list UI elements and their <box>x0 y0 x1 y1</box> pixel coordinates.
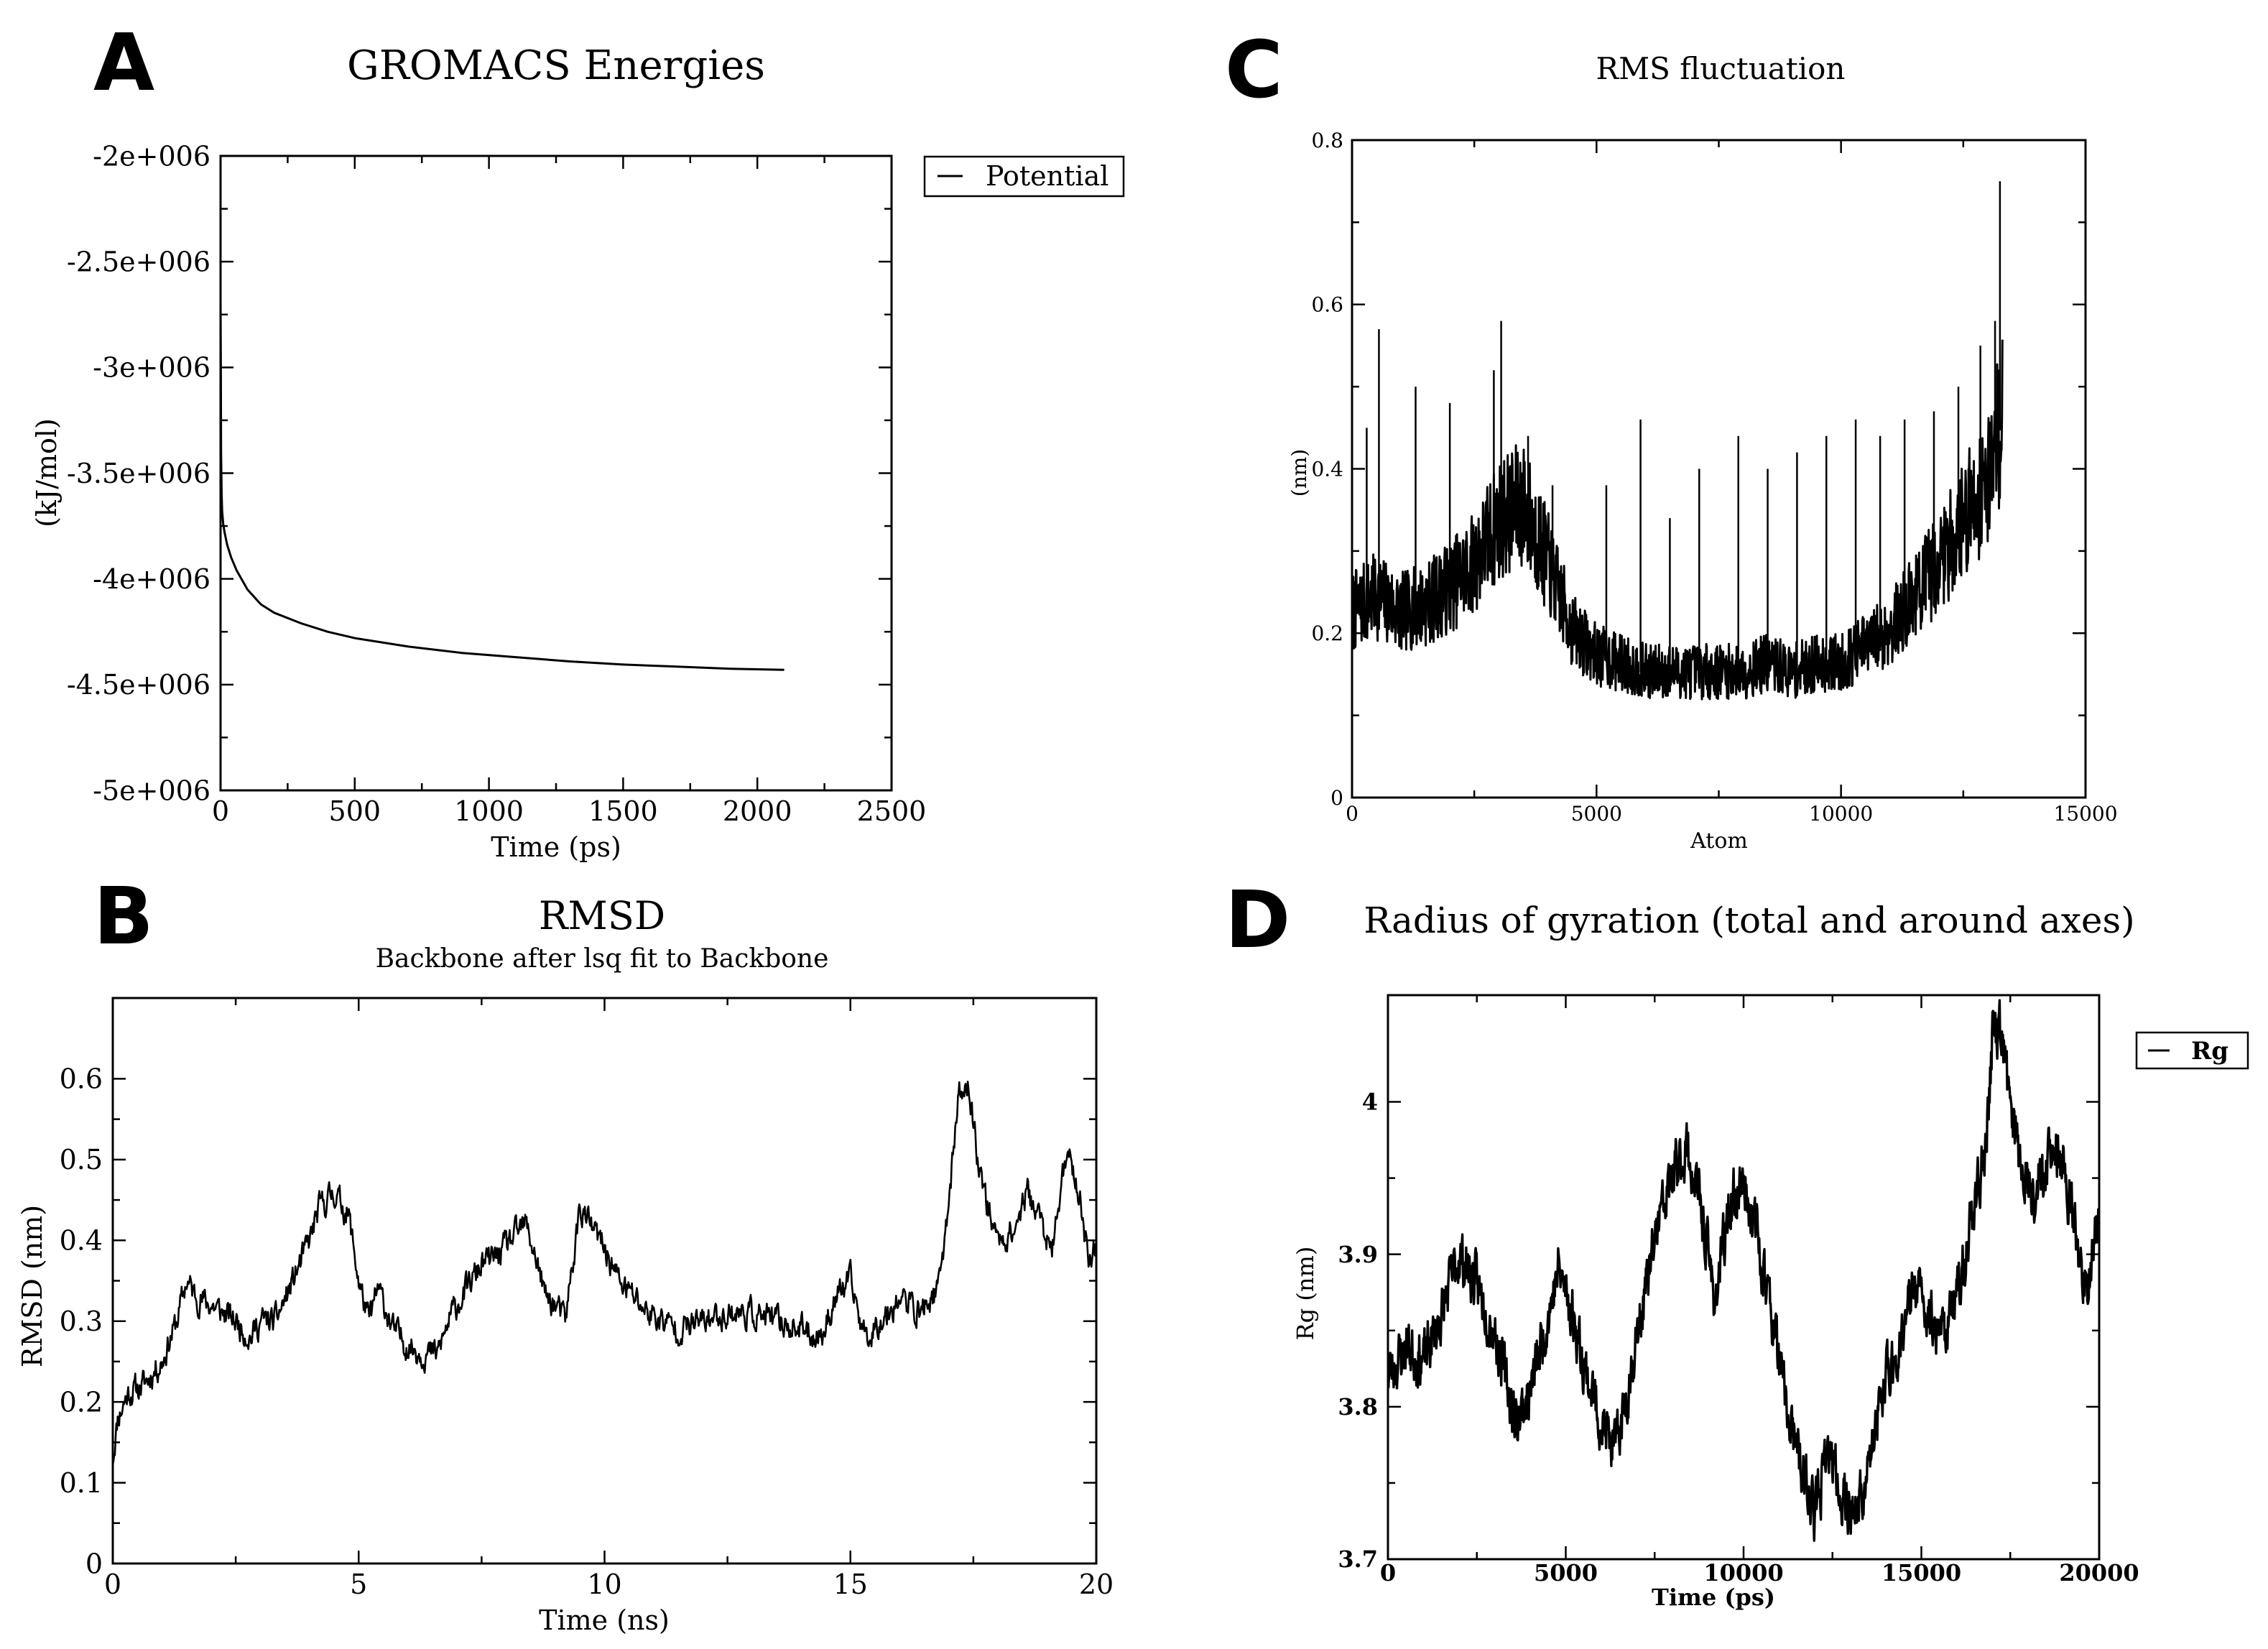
panel-a-energies: A GROMACS Energies 0 500 1000 1500 2000 2500 -… <box>31 17 1125 863</box>
y-tick-label: 0 <box>85 1548 103 1579</box>
x-tick-label: 5 <box>350 1569 367 1600</box>
x-tick-label: 1500 <box>588 795 658 827</box>
panel-a-potential-line <box>219 303 784 671</box>
y-tick-label: 0.3 <box>60 1306 103 1337</box>
y-tick-label: -4e+006 <box>93 563 210 595</box>
panel-d-x-axis-label: Time (ps) <box>1652 1584 1775 1611</box>
panel-c-letter: C <box>1225 24 1283 116</box>
panel-d-legend: Rg <box>2135 1031 2249 1070</box>
x-tick-label: 20000 <box>2059 1559 2139 1586</box>
panel-d-ticks: 0 5000 10000 15000 20000 3.7 3.8 3.9 4 <box>1338 995 2139 1586</box>
x-tick-label: 10 <box>587 1569 621 1600</box>
y-tick-label: -5e+006 <box>93 775 210 806</box>
y-tick-label: 3.7 <box>1338 1546 1378 1573</box>
panel-a-y-axis-label: (kJ/mol) <box>31 418 63 527</box>
x-tick-label: 10000 <box>1703 1559 1783 1586</box>
y-tick-label: 0.6 <box>1311 293 1343 317</box>
x-tick-label: 10000 <box>1809 802 1873 826</box>
x-tick-label: 0 <box>212 795 229 827</box>
y-tick-label: 0.1 <box>60 1467 103 1499</box>
y-tick-label: 3.8 <box>1338 1393 1378 1421</box>
panel-d-legend-label: Rg <box>2191 1037 2228 1066</box>
y-tick-label: 0 <box>1330 786 1343 810</box>
panel-d-radius-of-gyration: D Radius of gyration (total and around a… <box>1225 874 2249 1611</box>
x-tick-label: 0 <box>1380 1559 1396 1586</box>
x-tick-label: 20 <box>1079 1569 1114 1600</box>
y-tick-label: -2e+006 <box>93 140 210 172</box>
y-tick-label: 3.9 <box>1338 1241 1378 1268</box>
y-tick-label: 0.5 <box>60 1144 103 1175</box>
y-tick-label: -2.5e+006 <box>67 246 210 277</box>
panel-d-letter: D <box>1225 874 1290 966</box>
x-tick-label: 2000 <box>723 795 792 827</box>
y-tick-label: -3e+006 <box>93 352 210 384</box>
panel-c-ticks: 0 5000 10000 15000 0 0.2 0.4 0.6 0.8 <box>1311 129 2117 826</box>
panel-c-rms-fluctuation: C RMS fluctuation 0 5000 10000 15000 0 0.2 0.4… <box>1225 24 2118 854</box>
panel-c-y-axis-label: (nm) <box>1287 449 1311 496</box>
x-tick-label: 15 <box>833 1569 868 1600</box>
panel-c-title: RMS fluctuation <box>1596 51 1846 86</box>
x-tick-label: 5000 <box>1534 1559 1598 1586</box>
y-tick-label: 4 <box>1362 1089 1378 1116</box>
panel-a-plot-frame <box>219 154 893 792</box>
x-tick-label: 0 <box>1346 802 1359 826</box>
panel-a-legend: Potential <box>923 155 1125 198</box>
y-tick-label: 0.2 <box>1311 622 1343 645</box>
panel-a-title: GROMACS Energies <box>347 42 765 89</box>
panel-d-plot-frame <box>1387 994 2101 1561</box>
y-tick-label: 0.6 <box>60 1063 103 1095</box>
y-tick-label: 0.4 <box>60 1225 103 1257</box>
panel-d-title: Radius of gyration (total and around axe… <box>1364 900 2134 941</box>
y-tick-label: 0.4 <box>1311 457 1343 481</box>
panel-b-subtitle: Backbone after lsq fit to Backbone <box>376 944 829 974</box>
x-tick-label: 15000 <box>2053 802 2117 826</box>
panel-b-y-axis-label: RMSD (nm) <box>17 1205 48 1367</box>
x-tick-label: 0 <box>104 1569 121 1600</box>
x-tick-label: 1000 <box>454 795 524 827</box>
panel-b-x-axis-label: Time (ns) <box>539 1604 670 1636</box>
x-tick-label: 500 <box>329 795 381 827</box>
panel-a-x-axis-label: Time (ps) <box>491 831 621 863</box>
y-tick-label: 0.8 <box>1311 129 1343 152</box>
panel-a-legend-label: Potential <box>986 160 1108 192</box>
panel-c-rmsf-line <box>1351 339 2004 701</box>
panel-b-rmsd: B RMSD Backbone after lsq fit to Backbon… <box>17 870 1114 1636</box>
y-tick-label: -4.5e+006 <box>67 669 210 701</box>
panel-c-x-axis-label: Atom <box>1690 828 1748 854</box>
x-tick-label: 15000 <box>1881 1559 1961 1586</box>
panel-c-rmsf-spikes <box>1366 181 2001 675</box>
x-tick-label: 5000 <box>1571 802 1622 826</box>
panel-d-rg-line <box>1387 999 2101 1542</box>
panel-b-rmsd-line <box>111 1081 1098 1465</box>
panel-b-title: RMSD <box>539 893 665 938</box>
panel-a-letter: A <box>93 17 154 108</box>
panel-b-plot-frame <box>111 997 1098 1565</box>
panel-b-ticks: 0 5 10 15 20 0 0.1 0.2 0.3 0.4 0.5 0.6 <box>60 998 1114 1600</box>
panel-b-letter: B <box>93 870 154 962</box>
panel-a-ticks: 0 500 1000 1500 2000 2500 -2e+006 -2.5e+006 -3e+… <box>67 140 927 827</box>
panel-d-y-axis-label: Rg (nm) <box>1292 1247 1319 1341</box>
x-tick-label: 2500 <box>857 795 927 827</box>
y-tick-label: 0.2 <box>60 1386 103 1418</box>
y-tick-label: -3.5e+006 <box>67 458 210 489</box>
